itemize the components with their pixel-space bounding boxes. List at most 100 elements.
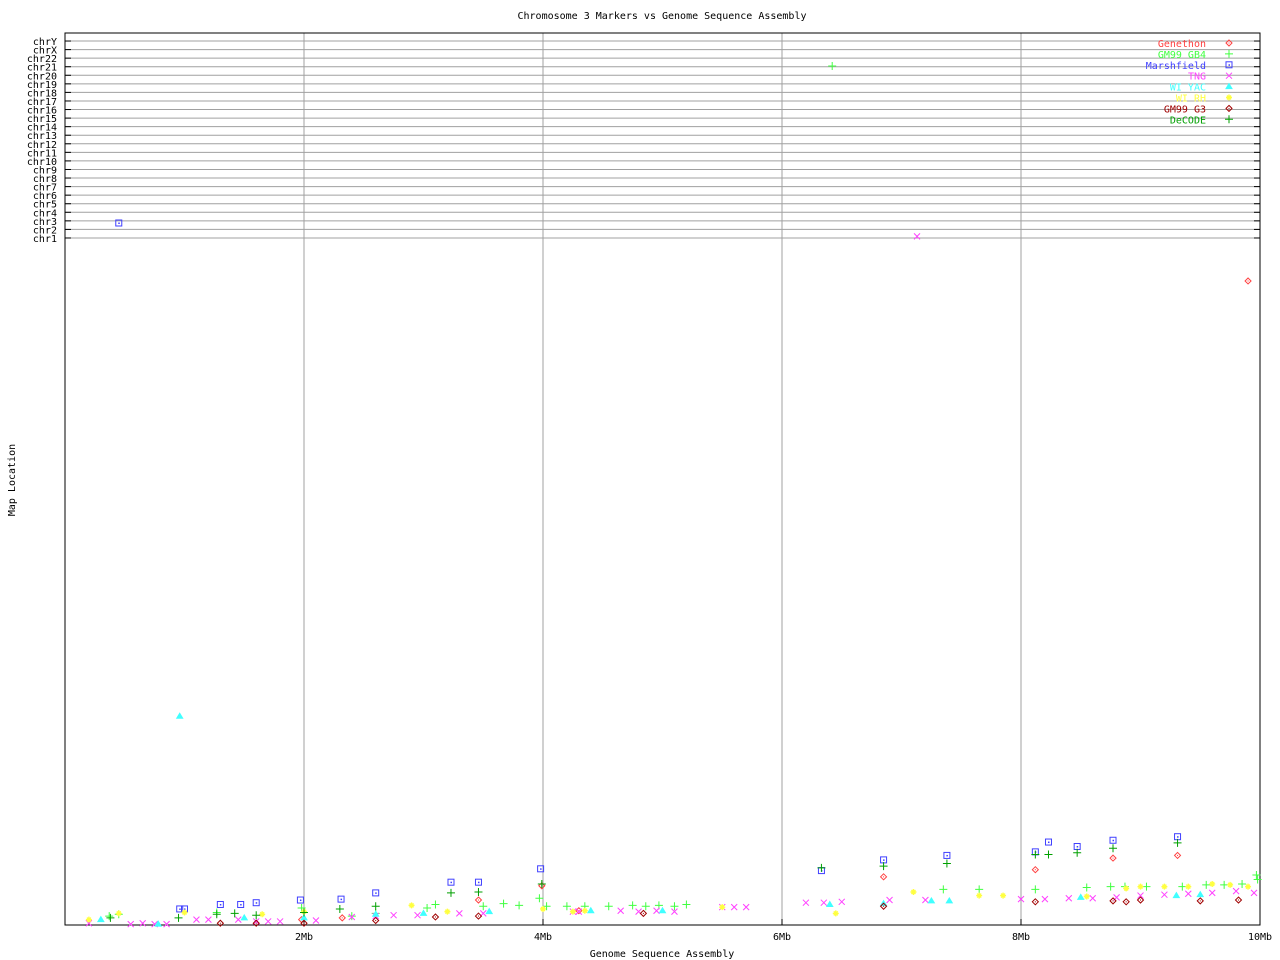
diamond-mark xyxy=(338,914,346,922)
legend-marker xyxy=(1225,104,1233,113)
data-point xyxy=(423,904,432,913)
data-point xyxy=(1202,880,1211,889)
diamond-mark xyxy=(216,919,225,927)
data-point xyxy=(1031,850,1040,859)
square-mark xyxy=(237,900,245,908)
data-point xyxy=(216,900,224,908)
data-point xyxy=(181,909,188,916)
y-tick-label: chr7 xyxy=(33,183,57,194)
triangle-mark xyxy=(945,896,954,904)
data-point xyxy=(455,910,463,917)
data-point xyxy=(628,901,637,910)
data-point xyxy=(1041,895,1049,903)
plus-mark xyxy=(1073,848,1082,857)
legend-marker xyxy=(1225,82,1233,90)
data-point xyxy=(390,911,397,919)
square-mark xyxy=(474,878,482,886)
plus-mark xyxy=(1142,882,1151,891)
star-mark xyxy=(1226,94,1232,101)
data-point xyxy=(939,885,948,894)
star-mark xyxy=(581,907,588,914)
data-point xyxy=(1173,851,1182,860)
data-point xyxy=(176,905,184,913)
data-point xyxy=(1136,896,1145,904)
data-point xyxy=(234,916,242,924)
data-point xyxy=(1184,890,1192,898)
data-point xyxy=(1196,890,1205,898)
cross-mark xyxy=(1017,895,1025,903)
data-point xyxy=(348,913,356,921)
plus-mark xyxy=(252,911,261,920)
diamond-center xyxy=(434,916,436,918)
y-tick-label: chr9 xyxy=(33,165,57,176)
legend-label: GM99 G3 xyxy=(1164,104,1206,115)
data-point xyxy=(604,902,613,911)
data-point xyxy=(106,913,115,922)
cross-mark xyxy=(1065,894,1073,902)
cross-mark xyxy=(1250,889,1258,897)
data-point xyxy=(832,910,839,917)
data-point xyxy=(252,899,260,907)
y-tick-label: chr13 xyxy=(27,131,57,142)
plus-mark xyxy=(1106,882,1115,891)
data-point xyxy=(569,908,576,915)
plus-mark xyxy=(1225,115,1233,124)
plus-mark xyxy=(335,904,344,913)
data-point xyxy=(1232,887,1240,895)
plus-mark xyxy=(1225,49,1233,58)
x-tick-label: 8Mb xyxy=(1012,932,1030,943)
data-point xyxy=(910,888,917,895)
diamond-mark xyxy=(1225,104,1233,113)
data-point xyxy=(719,904,726,911)
diamond-center xyxy=(303,922,305,924)
diamond-center xyxy=(1112,900,1114,902)
plus-mark xyxy=(174,913,183,922)
series-wi-yac xyxy=(96,712,1205,927)
star-mark xyxy=(1161,883,1168,890)
data-point xyxy=(976,892,983,899)
data-point xyxy=(240,913,249,921)
data-point xyxy=(515,901,524,910)
legend-marker xyxy=(1225,115,1233,124)
square-mark xyxy=(537,865,545,873)
data-point xyxy=(1123,885,1130,892)
axis-ticks: 2Mb 4Mb 6Mb 8Mb 10MbchrYchrXchr22chr21chr20c… xyxy=(27,37,1272,943)
series-wi-rh xyxy=(85,880,1252,923)
diamond-mark xyxy=(1031,865,1040,874)
chart-title: Chromosome 3 Markers vs Genome Sequence … xyxy=(518,11,807,22)
plus-mark xyxy=(879,862,888,871)
data-point xyxy=(259,911,266,918)
legend-marker xyxy=(1226,94,1232,101)
data-point xyxy=(372,889,380,897)
triangle-mark xyxy=(1225,82,1233,90)
data-point xyxy=(1017,895,1025,903)
diamond-mark xyxy=(1109,897,1117,905)
plus-mark xyxy=(1252,871,1261,880)
star-mark xyxy=(1000,892,1007,899)
triangle-mark xyxy=(825,900,834,907)
star-mark xyxy=(1185,883,1192,890)
cross-mark xyxy=(575,908,583,915)
data-point xyxy=(879,873,888,881)
cross-mark xyxy=(1184,890,1192,898)
data-point xyxy=(139,919,147,927)
square-center xyxy=(375,892,377,894)
data-point xyxy=(682,900,691,909)
diamond-mark xyxy=(1173,851,1182,860)
data-point xyxy=(479,902,488,911)
data-point xyxy=(105,912,114,921)
square-mark xyxy=(216,900,224,908)
diamond-center xyxy=(477,915,479,917)
data-point xyxy=(575,907,583,915)
diamond-mark xyxy=(371,916,380,925)
cross-mark xyxy=(838,898,846,906)
diamond-center xyxy=(1034,901,1036,903)
plus-mark xyxy=(828,62,837,71)
plus-mark xyxy=(1031,885,1040,894)
data-point xyxy=(671,908,678,915)
square-center xyxy=(1076,846,1079,848)
cross-mark xyxy=(348,913,356,921)
plus-mark xyxy=(499,899,508,908)
data-point xyxy=(300,908,308,917)
